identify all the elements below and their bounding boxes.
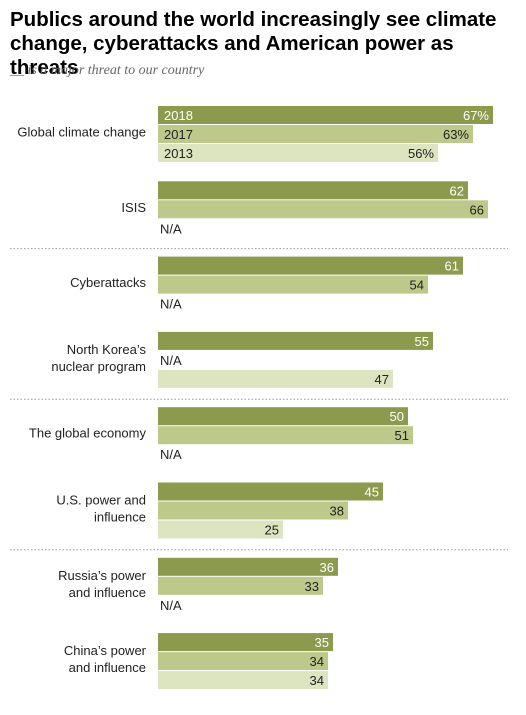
bar-china-s-power-and-influence-2018 (158, 633, 333, 652)
value-label-north-korea-s-nuclear-program-2013: 47 (375, 372, 389, 387)
na-label-russia-s-power-and-influence-2013: N/A (160, 598, 182, 613)
bar-the-global-economy-2018 (158, 407, 408, 426)
bar-the-global-economy-2017 (158, 426, 413, 445)
category-label-russia-s-power-and-influence-line2: and influence (69, 585, 146, 600)
value-label-cyberattacks-2017: 54 (410, 278, 424, 293)
value-label-u-s-power-and-influence-2018: 45 (365, 485, 379, 500)
category-label-russia-s-power-and-influence-line1: Russia’s power (58, 568, 147, 583)
bar-global-climate-change-2018 (158, 106, 493, 124)
value-label-cyberattacks-2018: 61 (445, 259, 459, 274)
bar-u-s-power-and-influence-2018 (158, 482, 383, 501)
series-label-2013: 2013 (164, 146, 193, 161)
category-label-isis: ISIS (121, 200, 146, 215)
category-label-u-s-power-and-influence-line1: U.S. power and (56, 493, 146, 508)
value-label-china-s-power-and-influence-2018: 35 (315, 635, 329, 650)
na-label-isis-2013: N/A (160, 221, 182, 236)
bar-u-s-power-and-influence-2017 (158, 501, 348, 520)
chart-subtitle: __ is a major threat to our country (10, 63, 205, 78)
value-label-isis-2018: 62 (450, 183, 464, 198)
category-label-cyberattacks: Cyberattacks (70, 275, 146, 290)
bar-north-korea-s-nuclear-program-2018 (158, 331, 433, 350)
bar-china-s-power-and-influence-2017 (158, 652, 328, 671)
value-label-u-s-power-and-influence-2017: 38 (330, 504, 344, 519)
series-label-2017: 2017 (164, 127, 193, 142)
category-label-u-s-power-and-influence-line2: influence (94, 510, 146, 525)
category-label-china-s-power-and-influence-line2: and influence (69, 660, 146, 675)
category-label-global-climate-change: Global climate change (17, 125, 146, 140)
value-label-u-s-power-and-influence-2013: 25 (265, 523, 279, 538)
bar-isis-2017 (158, 200, 488, 219)
value-label-china-s-power-and-influence-2017: 34 (310, 654, 324, 669)
value-label-the-global-economy-2017: 51 (395, 428, 409, 443)
bar-isis-2018 (158, 181, 468, 200)
chart-title: Publics around the world increasingly se… (10, 8, 497, 79)
bar-russia-s-power-and-influence-2018 (158, 557, 338, 576)
value-label-isis-2017: 66 (470, 202, 484, 217)
category-label-the-global-economy: The global economy (29, 426, 147, 441)
value-label-global-climate-change-2017: 63% (443, 127, 469, 142)
value-label-global-climate-change-2018: 67% (463, 108, 489, 123)
value-label-global-climate-change-2013: 56% (408, 146, 434, 161)
bar-china-s-power-and-influence-2013 (158, 671, 328, 690)
value-label-the-global-economy-2018: 50 (390, 409, 404, 424)
value-label-russia-s-power-and-influence-2018: 36 (320, 560, 334, 575)
series-label-2018: 2018 (164, 108, 193, 123)
category-label-north-korea-s-nuclear-program-line2: nuclear program (51, 359, 146, 374)
category-label-china-s-power-and-influence-line1: China’s power (64, 643, 147, 658)
bar-north-korea-s-nuclear-program-2013 (158, 369, 393, 388)
value-label-russia-s-power-and-influence-2017: 33 (305, 579, 319, 594)
value-label-china-s-power-and-influence-2013: 34 (310, 673, 324, 688)
bar-global-climate-change-2017 (158, 125, 473, 143)
bar-global-climate-change-2013 (158, 144, 438, 162)
bar-russia-s-power-and-influence-2017 (158, 576, 323, 595)
bar-cyberattacks-2018 (158, 256, 463, 275)
value-label-north-korea-s-nuclear-program-2018: 55 (415, 334, 429, 349)
bar-u-s-power-and-influence-2013 (158, 520, 283, 539)
bar-cyberattacks-2017 (158, 275, 428, 294)
na-label-cyberattacks-2013: N/A (160, 297, 182, 312)
category-label-north-korea-s-nuclear-program-line1: North Korea’s (67, 342, 147, 357)
na-label-north-korea-s-nuclear-program-2017: N/A (160, 353, 182, 368)
na-label-the-global-economy-2013: N/A (160, 447, 182, 462)
